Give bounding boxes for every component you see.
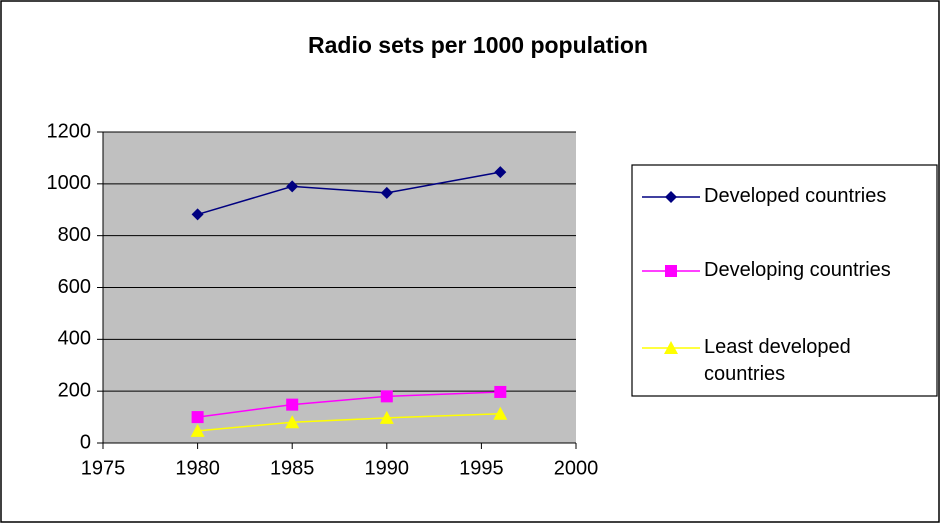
x-tick-label: 1985 [270,457,315,479]
data-point [379,410,394,424]
legend-label: Least developed countries [704,336,851,385]
legend-swatch-marker [665,191,677,203]
data-point [494,385,507,398]
y-tick-label: 0 [80,431,91,453]
legend-swatch-marker [665,265,677,277]
legend-swatch-marker [664,341,678,354]
chart-title: Radio sets per 1000 population [308,32,648,58]
x-tick-label: 1990 [365,457,410,479]
y-tick-label: 1200 [47,120,92,142]
legend-label: Developing countries [704,259,891,281]
data-point [494,166,507,179]
data-point [380,186,393,199]
x-tick-label: 1995 [459,457,504,479]
y-tick-label: 400 [58,328,91,350]
data-point [286,180,299,193]
x-tick-label: 1975 [81,457,126,479]
legend-box [631,164,938,397]
series-line [197,391,501,418]
data-point [190,423,205,437]
legend-label: Developed countries [704,185,887,207]
x-tick-label: 2000 [554,457,599,479]
y-tick-label: 800 [58,224,91,246]
data-point [286,398,299,411]
data-point [191,411,204,424]
y-tick-label: 1000 [47,172,92,194]
y-tick-label: 600 [58,276,91,298]
y-tick-label: 200 [58,379,91,401]
series-line [197,171,501,216]
data-point [285,415,300,429]
data-point [191,208,204,221]
series-line [197,412,501,432]
data-point [380,390,393,403]
data-point [493,406,508,420]
x-tick-label: 1980 [175,457,220,479]
